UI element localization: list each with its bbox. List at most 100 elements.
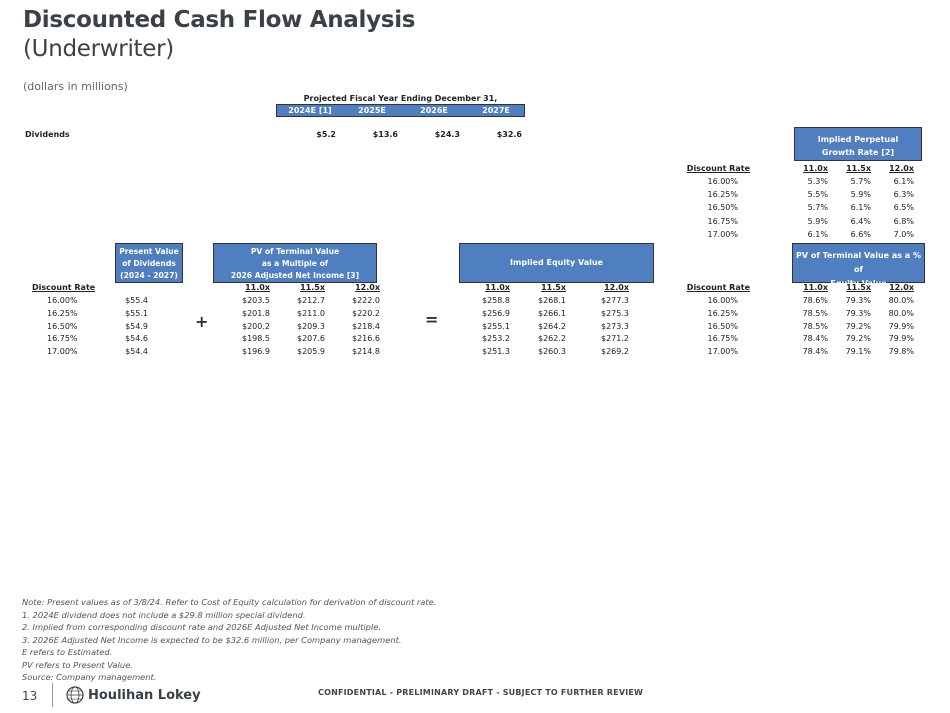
equity-value-cell: $275.3 — [601, 308, 629, 318]
discount-rate-cell: 17.00% — [47, 347, 78, 357]
pv-dividends-cell: $54.6 — [125, 334, 148, 344]
pv-terminal-cell: $209.3 — [297, 321, 325, 331]
pv-terminal-cell: $211.0 — [297, 308, 325, 318]
pv-terminal-cell: $207.6 — [297, 334, 325, 344]
year-header: 2024E [1] — [288, 106, 332, 115]
pct-equity-cell: 80.0% — [888, 296, 914, 305]
equity-value-cell: $260.3 — [538, 347, 566, 357]
footnotes: Note: Present values as of 3/8/24. Refer… — [22, 596, 436, 684]
pct-equity-cell: 79.8% — [888, 347, 914, 357]
pv-dividends-title-line: Present Value — [119, 247, 179, 256]
growth-rate-cell: 6.1% — [807, 229, 828, 239]
pct-equity-cell: 79.3% — [845, 308, 871, 318]
pv-dividends-cell: $54.4 — [125, 347, 148, 357]
equity-value-cell: $277.3 — [601, 296, 629, 305]
pv-dividends-cell: $55.4 — [125, 296, 148, 305]
pv-terminal-cell: $222.0 — [352, 296, 380, 305]
pv-terminal-cell: $203.5 — [242, 296, 270, 305]
multiple-header: 11.5x — [846, 164, 871, 173]
pv-terminal-title-line: 2026 Adjusted Net Income [3] — [230, 271, 360, 280]
year-header: 2027E — [482, 106, 510, 115]
growth-rate-cell: 5.7% — [850, 177, 871, 186]
pct-equity-cell: 78.4% — [802, 334, 828, 344]
multiple-header: 12.0x — [889, 283, 914, 292]
growth-rate-cell: 5.9% — [850, 190, 871, 200]
footnote: Note: Present values as of 3/8/24. Refer… — [22, 597, 437, 607]
equity-value-cell: $266.1 — [538, 308, 566, 318]
discount-rate-cell: 16.00% — [707, 296, 738, 305]
discount-rate-cell: 16.25% — [707, 190, 738, 200]
pct-equity-cell: 78.6% — [802, 296, 828, 305]
pct-equity-cell: 78.5% — [802, 321, 828, 331]
discount-rate-cell: 16.50% — [47, 321, 78, 331]
pv-terminal-cell: $196.9 — [242, 347, 270, 357]
discount-rate-cell: 16.75% — [707, 334, 738, 344]
discount-rate-cell: 16.25% — [707, 308, 738, 318]
equity-value-cell: $253.2 — [482, 334, 510, 344]
pv-terminal-cell: $212.7 — [297, 296, 325, 305]
discount-rate-cell: 16.00% — [707, 177, 738, 186]
equity-value-cell: $255.1 — [482, 321, 510, 331]
footer-divider — [52, 683, 53, 707]
pv-terminal-cell: $201.8 — [242, 308, 270, 318]
pv-terminal-cell: $200.2 — [242, 321, 270, 331]
equity-value-cell: $271.2 — [601, 334, 629, 344]
multiple-header: 12.0x — [889, 164, 914, 173]
pv-terminal-cell: $205.9 — [297, 347, 325, 357]
confidential-banner: CONFIDENTIAL - PRELIMINARY DRAFT - SUBJE… — [318, 688, 644, 697]
dividend-value: $32.6 — [496, 130, 522, 139]
growth-title-line: Growth Rate [2] — [821, 148, 895, 157]
growth-rate-cell: 5.5% — [807, 190, 828, 200]
discount-rate-cell: 16.50% — [707, 203, 738, 213]
logo-globe-icon — [66, 686, 84, 704]
pv-dividends-header: Present Value of Dividends (2024 - 2027) — [115, 243, 183, 283]
discount-rate-cell: 16.25% — [47, 308, 78, 318]
pct-rate-label: Discount Rate — [686, 283, 750, 292]
dividend-value: $13.6 — [372, 130, 398, 139]
pv-terminal-title-line: PV of Terminal Value — [250, 247, 340, 256]
equity-header: Implied Equity Value — [459, 243, 654, 283]
pct-equity-cell: 78.4% — [802, 347, 828, 357]
year-header: 2025E — [358, 106, 386, 115]
equity-value-cell: $256.9 — [482, 308, 510, 318]
footnote: E refers to Estimated. — [22, 647, 113, 657]
page-number: 13 — [22, 689, 38, 703]
multiple-header: 11.0x — [485, 283, 510, 292]
plus-sign: + — [195, 312, 209, 331]
growth-rate-cell: 6.1% — [893, 177, 914, 186]
pct-equity-cell: 79.2% — [845, 334, 871, 344]
pv-terminal-cell: $214.8 — [352, 347, 380, 357]
year-header: 2026E — [420, 106, 448, 115]
dividend-value: $5.2 — [316, 130, 336, 139]
growth-rate-cell: 5.3% — [807, 177, 828, 186]
pv-terminal-cell: $220.2 — [352, 308, 380, 318]
page-title: Discounted Cash Flow Analysis — [23, 7, 416, 33]
pv-terminal-cell: $198.5 — [242, 334, 270, 344]
multiple-header: 11.0x — [803, 283, 828, 292]
dividend-value: $24.3 — [434, 130, 460, 139]
pct-equity-cell: 79.9% — [888, 334, 914, 344]
pv-terminal-cell: $216.6 — [352, 334, 380, 344]
equity-value-cell: $258.8 — [482, 296, 510, 305]
growth-rate-cell: 6.5% — [893, 203, 914, 213]
pct-equity-title-line: Equity Value — [830, 279, 887, 288]
growth-rate-cell: 6.3% — [893, 190, 914, 200]
growth-rate-cell: 6.4% — [850, 216, 871, 226]
growth-rate-cell: 6.1% — [850, 203, 871, 213]
pct-equity-cell: 79.3% — [845, 296, 871, 305]
growth-rate-label: Discount Rate — [686, 164, 750, 173]
pct-equity-cell: 80.0% — [888, 308, 914, 318]
growth-rate-cell: 6.6% — [850, 229, 871, 239]
discount-rate-cell: 16.00% — [47, 296, 78, 305]
pv-terminal-header: PV of Terminal Value as a Multiple of 20… — [213, 243, 377, 283]
pct-equity-cell: 79.9% — [888, 321, 914, 331]
pv-dividends-title-line: of Dividends — [122, 259, 176, 268]
pv-terminal-title-line: as a Multiple of — [261, 259, 329, 268]
equity-value-cell: $268.1 — [538, 296, 566, 305]
multiple-header: 11.5x — [846, 283, 871, 292]
footnote: 3. 2026E Adjusted Net Income is expected… — [22, 634, 402, 645]
equals-sign: = — [425, 310, 439, 329]
growth-rate-cell: 7.0% — [893, 229, 914, 239]
pv-dividends-cell: $55.1 — [125, 308, 148, 318]
footnote: Source: Company management. — [22, 672, 157, 682]
